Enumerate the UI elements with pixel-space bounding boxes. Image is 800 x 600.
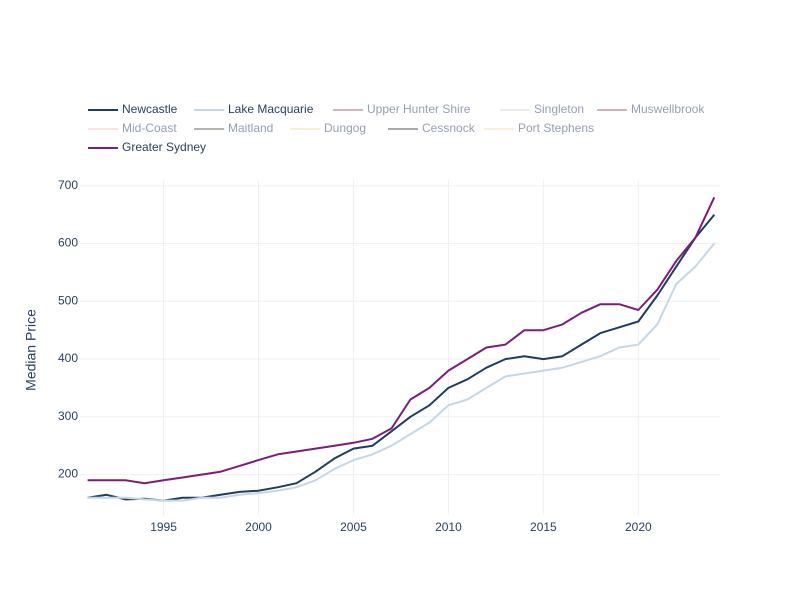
legend-label: Newcastle (122, 102, 178, 116)
legend-item: Lake Macquarie (194, 102, 314, 116)
legend-label: Singleton (534, 102, 584, 116)
legend-item: Dungog (290, 121, 366, 135)
legend-item: Upper Hunter Shire (333, 102, 471, 116)
legend-item: Mid-Coast (88, 121, 177, 135)
legend-label: Upper Hunter Shire (367, 102, 471, 116)
x-tick-label: 2020 (625, 520, 652, 534)
y-tick-label: 300 (58, 409, 78, 423)
x-tick-label: 2005 (340, 520, 367, 534)
x-tick-label: 1995 (150, 520, 177, 534)
legend-label: Dungog (324, 121, 366, 135)
y-tick-label: 700 (58, 178, 78, 192)
series-line (87, 196, 716, 485)
legend-label: Greater Sydney (122, 140, 206, 154)
legend-item: Cessnock (388, 121, 476, 135)
y-tick-label: 400 (58, 351, 78, 365)
legend-label: Maitland (228, 121, 273, 135)
legend-item: Singleton (500, 102, 584, 116)
legend-label: Cessnock (422, 121, 476, 135)
y-tick-label: 200 (58, 467, 78, 481)
legend-item: Newcastle (88, 102, 178, 116)
y-tick-label: 600 (58, 236, 78, 250)
y-axis-label: Median Price (23, 309, 39, 391)
legend-item: Maitland (194, 121, 273, 135)
legend-label: Mid-Coast (122, 121, 177, 135)
y-tick-label: 500 (58, 293, 78, 307)
legend-label: Port Stephens (518, 121, 594, 135)
series-line (87, 214, 716, 502)
series-line (87, 242, 716, 502)
x-tick-label: 2000 (245, 520, 272, 534)
x-tick-label: 2015 (530, 520, 557, 534)
x-tick-label: 2010 (435, 520, 462, 534)
legend-label: Lake Macquarie (228, 102, 314, 116)
legend-label: Muswellbrook (631, 102, 705, 116)
legend-item: Muswellbrook (597, 102, 705, 116)
legend-item: Port Stephens (484, 121, 594, 135)
legend-item: Greater Sydney (88, 140, 206, 154)
